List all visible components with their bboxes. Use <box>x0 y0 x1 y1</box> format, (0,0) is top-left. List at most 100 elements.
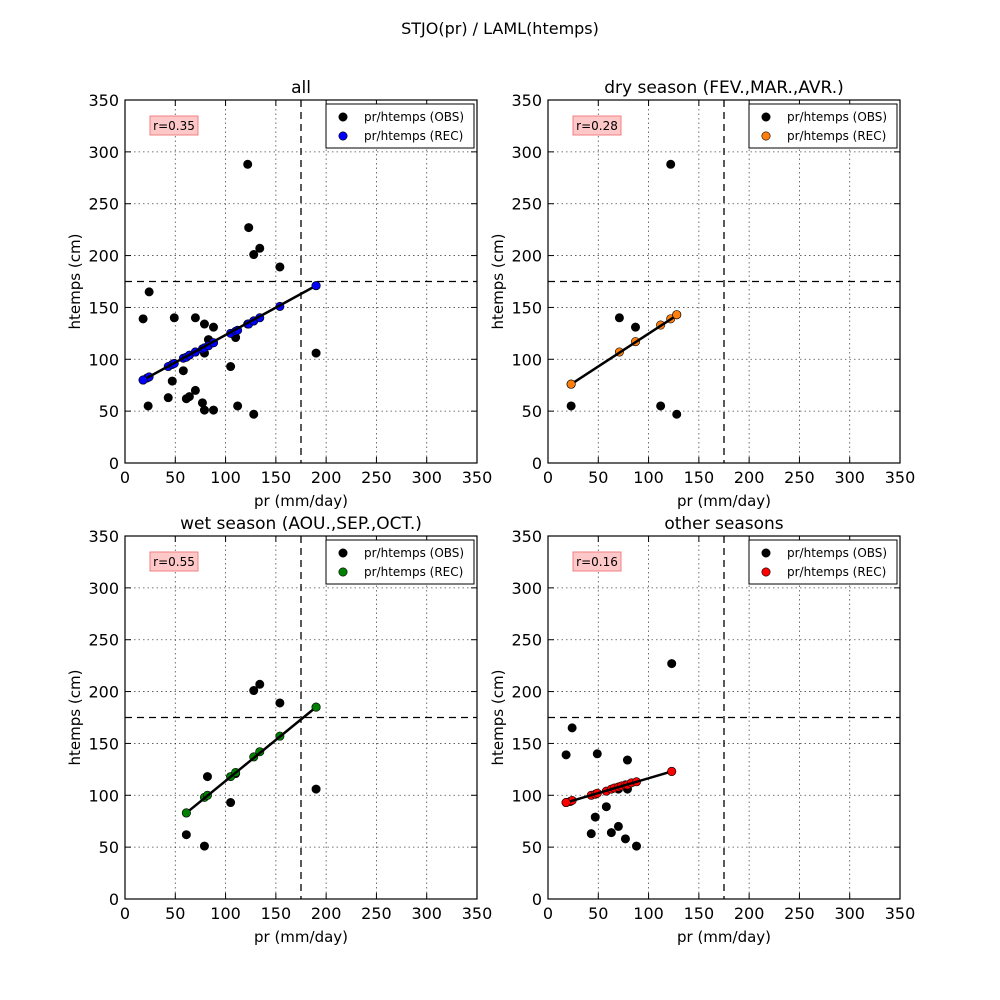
x-tick-label: 50 <box>588 468 608 487</box>
data-point-endcap <box>667 766 677 776</box>
data-point <box>567 723 577 733</box>
y-tick-label: 150 <box>511 734 542 753</box>
x-axis-label: pr (mm/day) <box>677 928 771 946</box>
data-point <box>656 401 666 411</box>
y-axis-label: htemps (cm) <box>66 670 84 766</box>
axes-frame <box>547 535 901 900</box>
y-tick-label: 50 <box>522 838 542 857</box>
data-point <box>144 287 154 297</box>
y-tick-label: 300 <box>88 143 119 162</box>
data-point <box>233 401 243 411</box>
x-tick-label: 150 <box>684 904 715 923</box>
legend-box <box>325 539 475 585</box>
data-point <box>566 401 576 411</box>
axes-frame <box>124 535 478 900</box>
data-point <box>226 362 236 372</box>
data-point <box>311 348 321 358</box>
subplot-0: 0 50 100 150 200 250 300 350 0 50 100 150 200 250 300 3… <box>66 78 492 510</box>
y-tick-label: 100 <box>511 350 542 369</box>
subplot-1: 0 50 100 150 200 250 300 350 0 50 100 150 200 250 300 3… <box>489 78 915 510</box>
data-point <box>667 659 677 669</box>
legend-box <box>748 103 898 149</box>
data-point <box>190 313 200 323</box>
subplot-title: dry season (FEV.,MAR.,AVR.) <box>604 78 844 98</box>
subplot-2: 0 50 100 150 200 250 300 350 0 50 100 150 200 250 300 3… <box>66 514 492 946</box>
x-tick-label: 250 <box>784 468 815 487</box>
x-tick-label: 50 <box>588 904 608 923</box>
data-point <box>199 405 209 415</box>
subplot-3: 0 50 100 150 200 250 300 350 0 50 100 150 200 250 300 3… <box>489 514 915 946</box>
x-tick-label: 50 <box>165 468 185 487</box>
legend-label: pr/htemps (REC) <box>364 129 463 143</box>
r-value-label: r=0.35 <box>153 119 195 133</box>
legend-label: pr/htemps (REC) <box>787 565 886 579</box>
data-point-endcap <box>311 702 321 712</box>
x-tick-label: 300 <box>834 904 865 923</box>
x-tick-label: 200 <box>734 904 765 923</box>
x-tick-label: 100 <box>633 468 664 487</box>
x-tick-label: 300 <box>834 468 865 487</box>
y-tick-label: 100 <box>88 350 119 369</box>
data-point-endcap <box>561 798 571 808</box>
x-tick-label: 150 <box>684 468 715 487</box>
y-tick-label: 150 <box>511 298 542 317</box>
y-tick-label: 300 <box>511 143 542 162</box>
data-point <box>226 798 236 808</box>
legend-label: pr/htemps (OBS) <box>364 110 464 124</box>
subplot-title: other seasons <box>664 514 783 534</box>
r-value-box <box>149 551 199 572</box>
data-point <box>190 385 200 395</box>
data-point <box>275 698 285 708</box>
y-tick-label: 200 <box>88 247 119 266</box>
series-obs <box>566 159 682 419</box>
data-point <box>181 830 191 840</box>
fit-line <box>565 770 673 804</box>
x-axis-label: pr (mm/day) <box>254 928 348 946</box>
legend: pr/htemps (OBS) pr/htemps (REC) <box>748 103 898 149</box>
x-axis-label: pr (mm/day) <box>254 492 348 510</box>
x-tick-label: 150 <box>261 468 292 487</box>
legend-marker <box>761 567 771 577</box>
data-point <box>592 749 602 759</box>
y-tick-label: 200 <box>511 247 542 266</box>
series-obs <box>561 659 677 851</box>
data-point <box>666 159 676 169</box>
data-point <box>209 405 219 415</box>
x-tick-label: 50 <box>165 904 185 923</box>
x-tick-label: 200 <box>311 468 342 487</box>
y-tick-label: 250 <box>511 195 542 214</box>
y-tick-label: 50 <box>99 402 119 421</box>
y-tick-label: 350 <box>511 91 542 110</box>
y-tick-label: 0 <box>109 454 119 473</box>
x-tick-label: 100 <box>633 904 664 923</box>
x-tick-label: 250 <box>361 468 392 487</box>
data-point <box>167 376 177 386</box>
x-tick-label: 150 <box>261 904 292 923</box>
data-point <box>249 686 259 696</box>
subplot-title: wet season (AOU.,SEP.,OCT.) <box>180 514 422 534</box>
data-point <box>243 159 253 169</box>
y-tick-label: 0 <box>109 890 119 909</box>
x-tick-label: 100 <box>210 904 241 923</box>
data-point <box>143 401 153 411</box>
x-tick-label: 350 <box>885 468 916 487</box>
data-point <box>163 393 173 403</box>
data-point <box>244 223 254 233</box>
legend: pr/htemps (OBS) pr/htemps (REC) <box>325 103 475 149</box>
r-value-box <box>572 551 622 572</box>
data-point <box>199 841 209 851</box>
data-point-endcap <box>181 808 191 818</box>
y-tick-label: 0 <box>532 890 542 909</box>
x-tick-label: 0 <box>120 904 130 923</box>
r-value-label: r=0.55 <box>153 555 195 569</box>
x-tick-label: 0 <box>543 468 553 487</box>
data-point <box>601 802 611 812</box>
x-tick-label: 0 <box>120 468 130 487</box>
data-point <box>606 828 616 838</box>
legend-label: pr/htemps (OBS) <box>787 546 887 560</box>
fit-line <box>185 706 317 814</box>
legend: pr/htemps (OBS) pr/htemps (REC) <box>325 539 475 585</box>
legend-box <box>325 103 475 149</box>
y-tick-label: 350 <box>88 527 119 546</box>
